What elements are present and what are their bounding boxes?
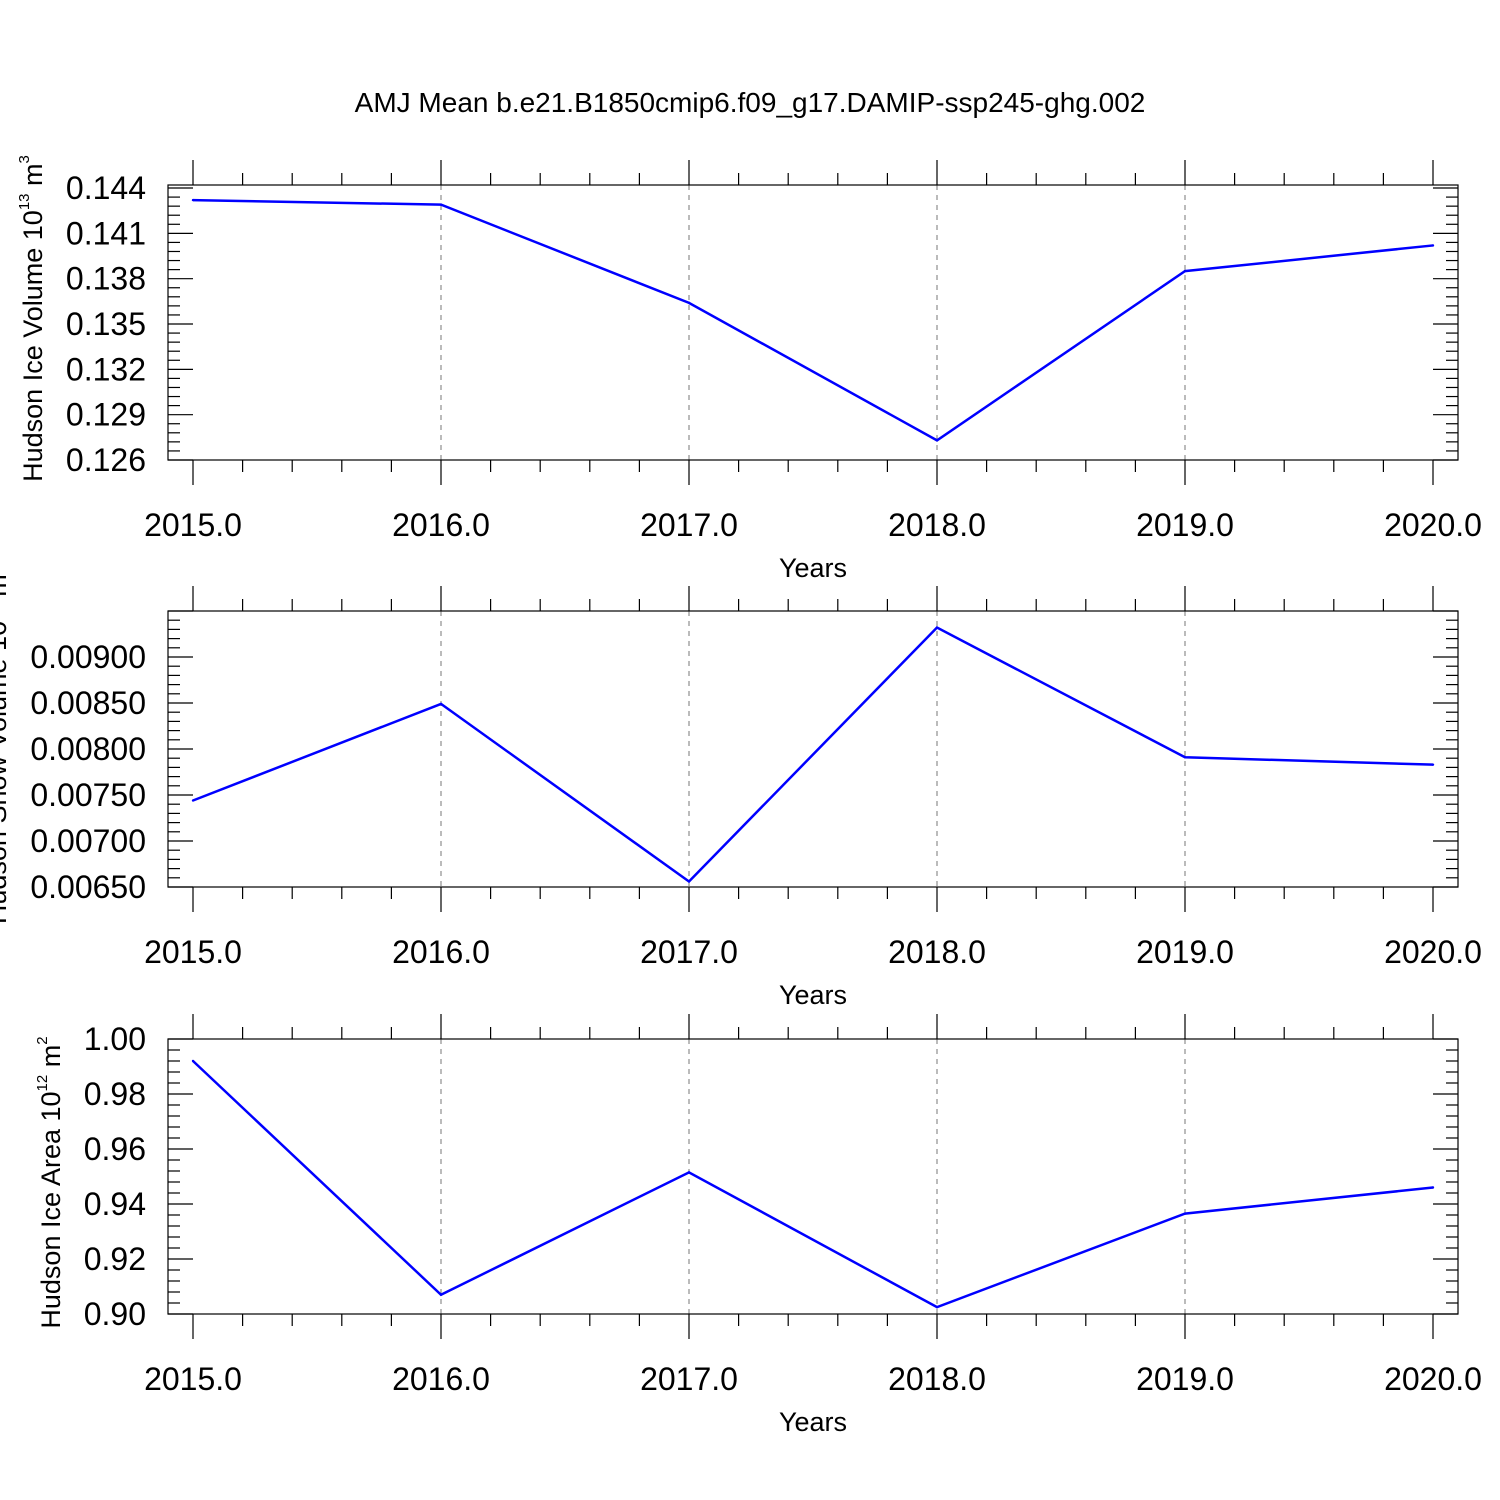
data-point [191,198,195,202]
data-point [1431,763,1435,766]
y-tick-label: 0.90 [84,1296,146,1332]
x-tick-label: 2020.0 [1384,507,1482,543]
y-axis-label: Hudson Ice Volume 1013 m3 [16,155,48,482]
data-point [1183,756,1187,759]
data-point [439,1293,443,1296]
x-tick-label: 2020.0 [1384,934,1482,970]
data-point [1183,269,1187,273]
y-tick-label: 0.00850 [30,685,146,721]
data-point [687,1171,691,1174]
data-point [687,880,691,883]
x-axis-label: Years [779,1407,847,1437]
y-tick-label: 0.135 [66,306,146,342]
data-point [439,702,443,706]
series-line [192,1060,1434,1309]
y-tick-label: 0.141 [66,215,146,251]
x-tick-label: 2015.0 [144,507,242,543]
data-point [191,1059,195,1063]
y-tick-label: 0.00650 [30,869,146,905]
y-tick-label: 0.138 [66,261,146,297]
x-tick-label: 2019.0 [1136,507,1234,543]
data-point [935,626,939,629]
data-point [1431,244,1435,247]
plot-frame [167,184,1459,461]
y-tick-label: 0.00750 [30,777,146,813]
y-tick-label: 1.00 [84,1021,146,1057]
data-point [1183,1212,1187,1215]
series-line [192,626,1434,884]
x-tick-label: 2016.0 [392,507,490,543]
data-point [439,203,443,206]
x-tick-label: 2019.0 [1136,934,1234,970]
plot-frame [167,1038,1459,1315]
y-tick-label: 0.00900 [30,639,146,675]
data-point [1431,1186,1435,1189]
panel-2: 0.00650 0.00700 0.00750 0.00800 0.00850 0.009… [0,566,1482,1010]
x-tick-label: 2018.0 [888,934,986,970]
y-tick-label: 0.92 [84,1241,146,1277]
x-tick-label: 2017.0 [640,1361,738,1397]
chart-title: AMJ Mean b.e21.B1850cmip6.f09_g17.DAMIP-… [355,87,1146,118]
data-point [687,301,691,305]
y-tick-label: 0.94 [84,1186,146,1222]
data-point [191,799,195,802]
y-tick-label: 0.96 [84,1131,146,1167]
x-tick-label: 2018.0 [888,507,986,543]
x-tick-label: 2018.0 [888,1361,986,1397]
x-tick-label: 2015.0 [144,1361,242,1397]
x-tick-label: 2020.0 [1384,1361,1482,1397]
x-axis-label: Years [779,980,847,1010]
y-tick-label: 0.144 [66,170,146,206]
y-tick-label: 0.129 [66,397,146,433]
plot-frame [167,610,1459,888]
x-tick-label: 2017.0 [640,507,738,543]
panel-1: 0.126 0.129 0.132 0.135 0.138 0.141 0.144 2015.… [16,155,1482,583]
y-tick-label: 0.00800 [30,731,146,767]
x-axis-label: Years [779,553,847,583]
data-point [935,1305,939,1309]
panel-3: 0.90 0.92 0.94 0.96 0.98 1.00 2015.0 2016.0 2017… [34,1014,1482,1437]
x-tick-label: 2017.0 [640,934,738,970]
x-tick-label: 2015.0 [144,934,242,970]
x-tick-label: 2019.0 [1136,1361,1234,1397]
series-line [192,198,1434,442]
x-tick-label: 2016.0 [392,1361,490,1397]
x-tick-label: 2016.0 [392,934,490,970]
y-tick-label: 0.00700 [30,823,146,859]
y-axis-label: Hudson Ice Area 1012 m2 [34,1036,66,1328]
y-axis-label: Hudson Snow Volume 1013 m3 [0,566,12,924]
data-point [935,439,939,442]
y-tick-label: 0.126 [66,442,146,478]
y-tick-label: 0.98 [84,1076,146,1112]
y-tick-label: 0.132 [66,351,146,387]
